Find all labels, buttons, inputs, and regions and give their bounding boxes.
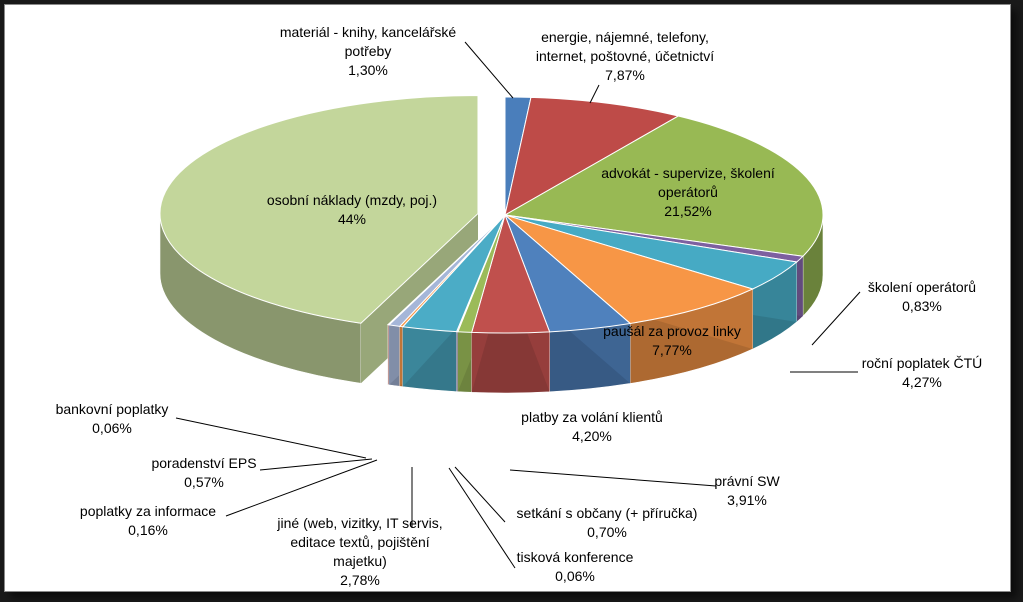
- data-label-value: 4,27%: [902, 374, 942, 390]
- data-label-text: advokát - supervize, školení: [601, 165, 775, 181]
- data-label-value: 0,57%: [184, 474, 224, 490]
- pie-slice: [503, 115, 824, 257]
- data-label-value: 44%: [338, 211, 366, 227]
- data-label-value: 0,83%: [902, 298, 942, 314]
- data-label-text: operátorů: [658, 184, 718, 200]
- pie-slice: [504, 96, 680, 216]
- pie-slice: [504, 214, 755, 325]
- data-label-text: poradenství EPS: [151, 455, 256, 471]
- data-label-value: 0,70%: [587, 524, 627, 540]
- data-label-text: materiál - knihy, kancelářské: [280, 24, 457, 40]
- leader-line: [509, 469, 717, 487]
- data-label-text: internet, poštovné, účetnictví: [536, 48, 714, 64]
- leader-line-layer: [175, 41, 861, 569]
- data-label-text: tisková konference: [517, 549, 634, 565]
- data-label-text: právní SW: [714, 473, 780, 489]
- leader-line: [464, 41, 514, 99]
- data-label-text: poplatky za informace: [80, 503, 216, 519]
- leader-line: [448, 467, 516, 569]
- data-label-value: 4,20%: [572, 428, 612, 444]
- data-label-value: 0,06%: [92, 420, 132, 436]
- data-label-text: majetku): [333, 553, 387, 569]
- leader-line: [811, 291, 861, 346]
- data-label-text: potřeby: [345, 43, 392, 59]
- pie-top-layer: [159, 95, 824, 334]
- data-label-text: jiné (web, vizitky, IT servis,: [276, 515, 442, 531]
- data-label-value: 0,06%: [555, 568, 595, 584]
- data-label-value: 7,77%: [652, 342, 692, 358]
- data-label-text: roční poplatek ČTÚ: [862, 355, 983, 371]
- data-label-text: platby za volání klientů: [521, 409, 663, 425]
- data-label-value: 1,30%: [348, 62, 388, 78]
- leader-line: [589, 84, 600, 104]
- leader-line: [259, 458, 373, 471]
- data-label-value: 3,91%: [727, 492, 767, 508]
- data-label-value: 2,78%: [340, 572, 380, 588]
- data-label-text: osobní náklady (mzdy, poj.): [267, 192, 437, 208]
- leader-line: [225, 459, 378, 517]
- pie-slice: [386, 214, 506, 326]
- leader-line: [175, 417, 367, 459]
- data-label-text: bankovní poplatky: [56, 401, 169, 417]
- data-label-layer: materiál - knihy, kancelářské potřeby 1,30…: [56, 24, 983, 588]
- data-label-text: editace textů, pojištění: [290, 534, 429, 550]
- data-label-text: paušál za provoz linky: [603, 323, 741, 339]
- data-label-value: 21,52%: [664, 203, 711, 219]
- data-label-text: školení operátorů: [868, 279, 976, 295]
- data-label-value: 7,87%: [605, 67, 645, 83]
- data-label-text: energie, nájemné, telefony,: [541, 29, 709, 45]
- data-label-value: 0,16%: [128, 522, 168, 538]
- leader-line: [454, 466, 506, 523]
- pie-slice: [159, 95, 479, 324]
- data-label-text: setkání s občany (+ příručka): [517, 505, 698, 521]
